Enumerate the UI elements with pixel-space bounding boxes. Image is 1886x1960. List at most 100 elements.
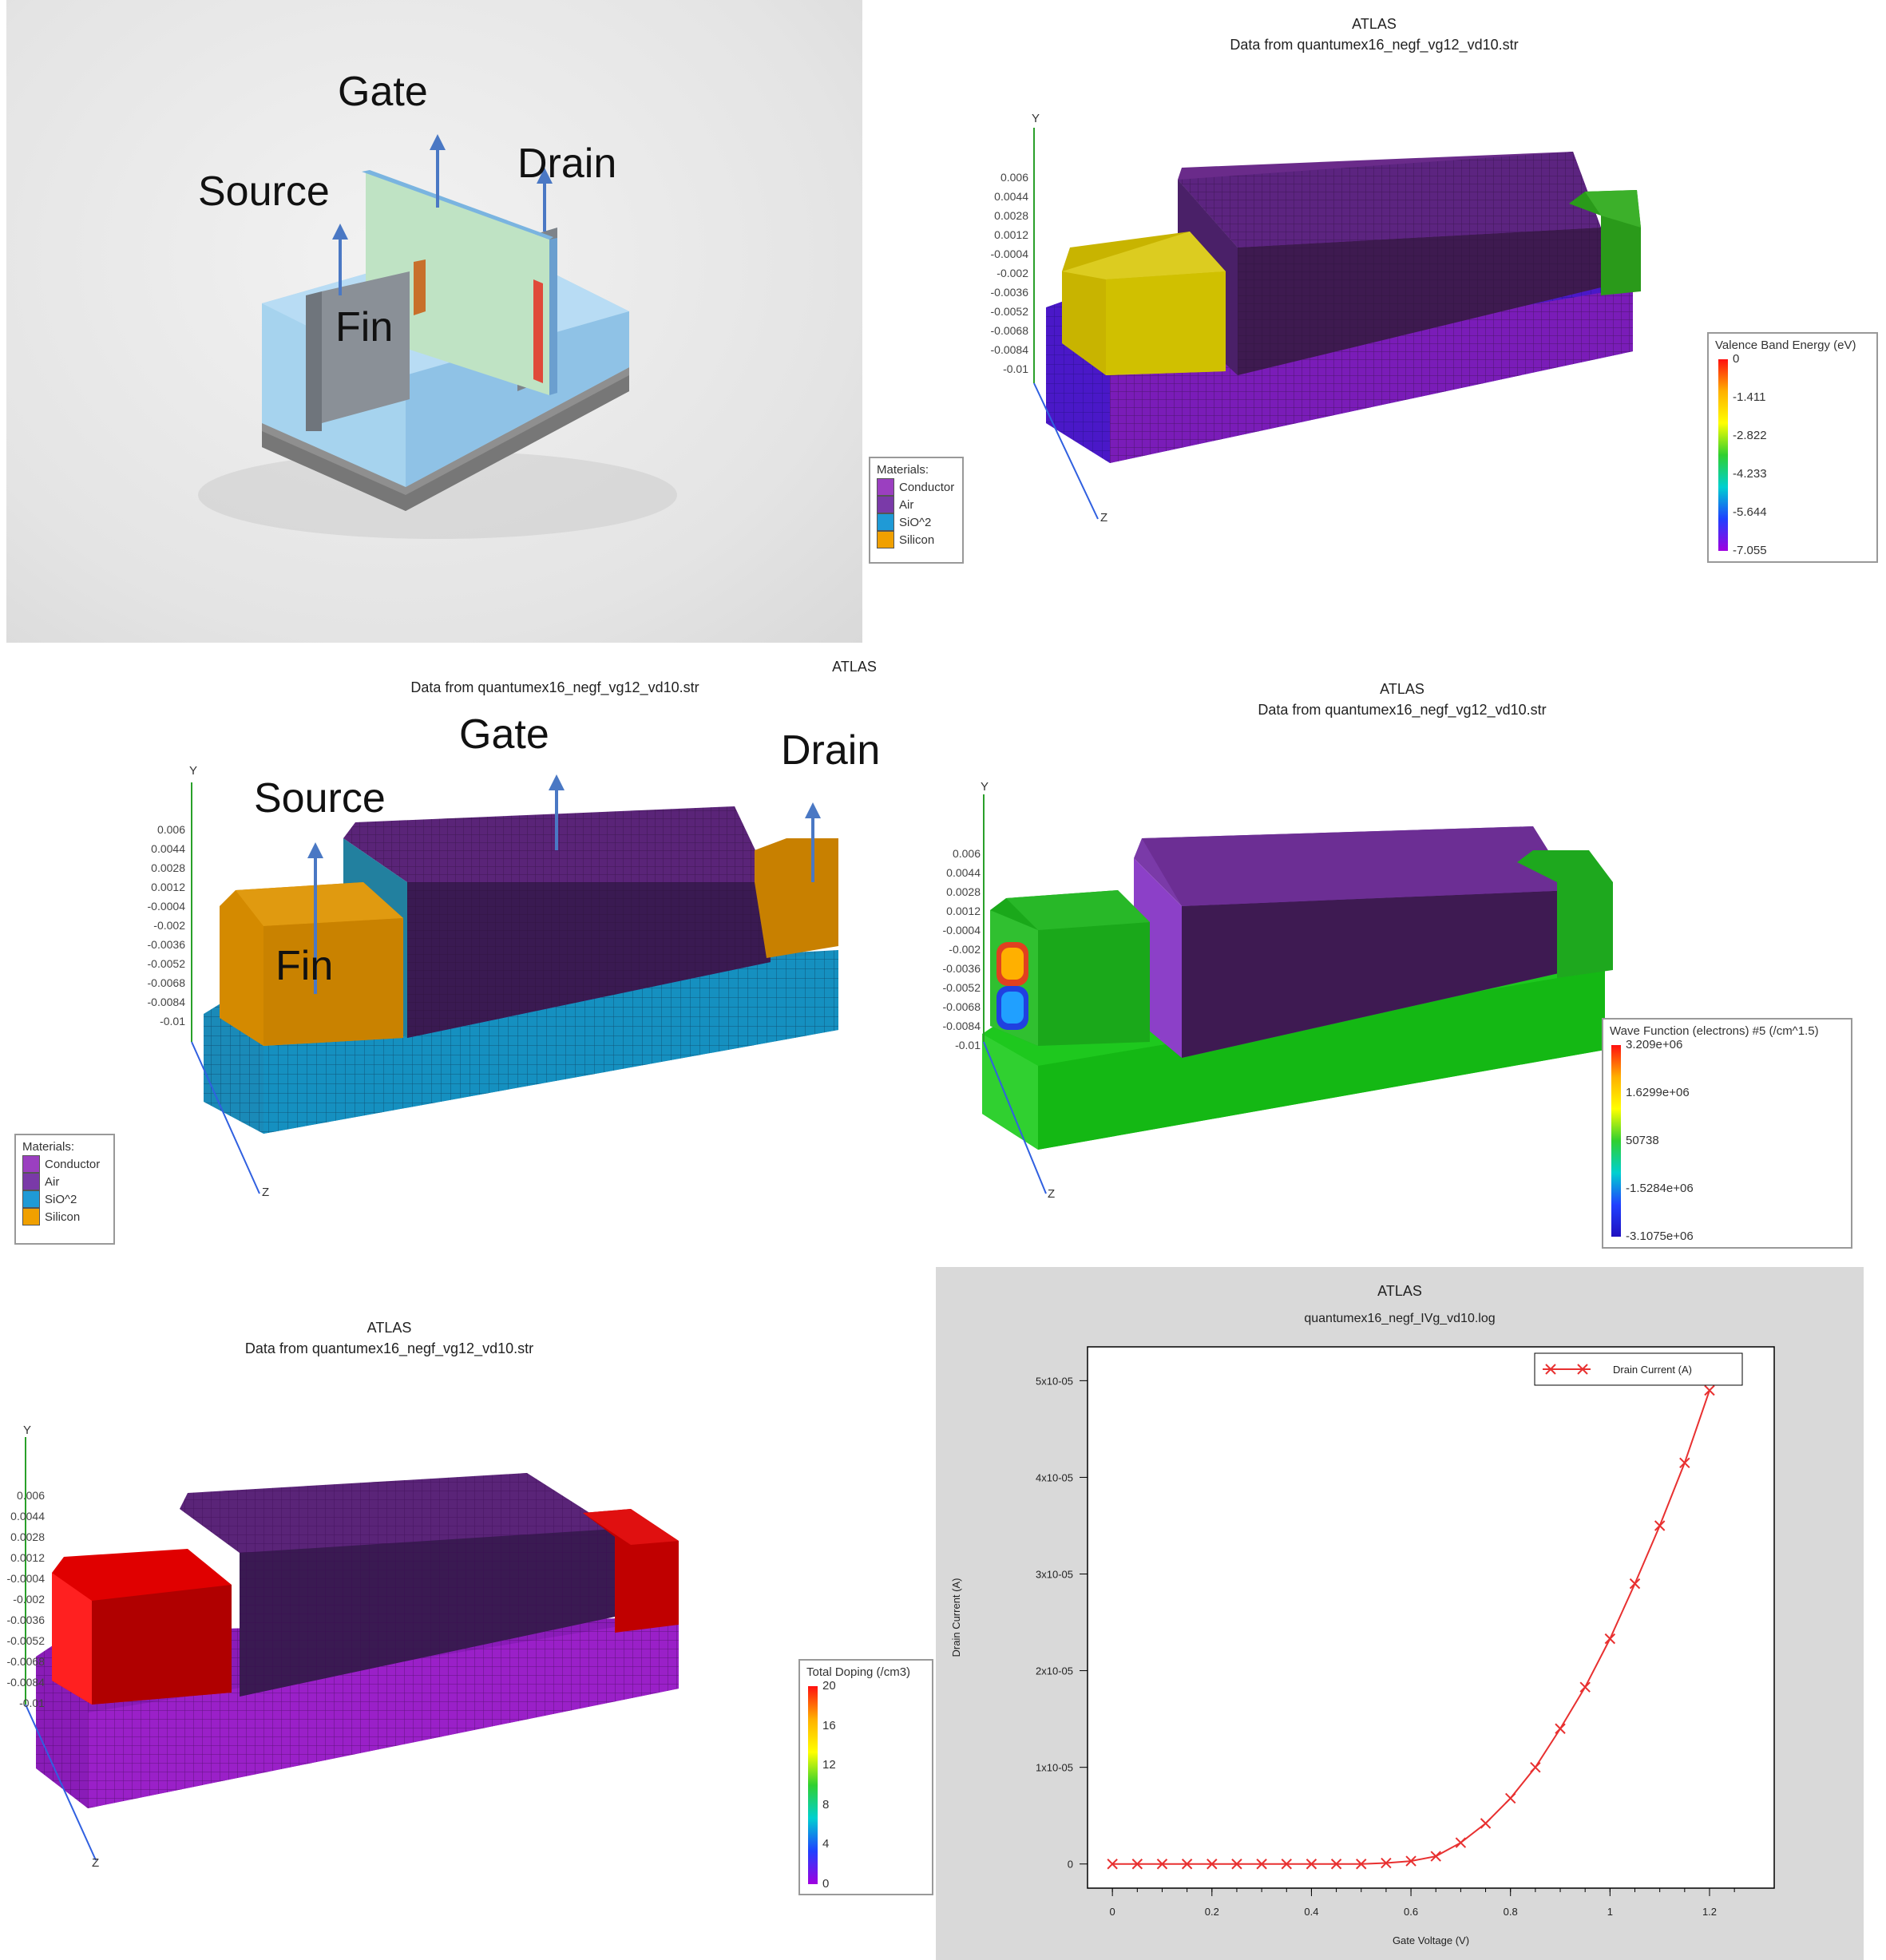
y-tick-label: -0.0084 [990,343,1028,356]
panel-title: ATLAS [367,1320,412,1336]
valence-band-panel: ATLAS Data from quantumex16_negf_vg12_vd… [862,0,1886,575]
material-label: Air [45,1174,60,1189]
y-tick-label: -0.0052 [147,957,185,970]
panel-subtitle: Data from quantumex16_negf_vg12_vd10.str [244,1340,534,1356]
y-tick-label: -0.01 [1003,362,1028,375]
legend-marker [1545,1364,1588,1375]
y-tick-label: -0.002 [996,267,1028,279]
x-tick-label: 0.6 [1404,1906,1418,1918]
colorbar-title: Wave Function (electrons) #5 (/cm^1.5) [1610,1024,1819,1038]
data-point-marker [1704,1384,1715,1396]
data-point-marker [1356,1859,1367,1870]
data-point-marker [1555,1723,1566,1734]
material-label: Conductor [45,1157,101,1171]
y-tick-label: -0.01 [955,1039,981,1051]
wavefunction-3d-structure [982,794,1613,1194]
doping-panel: ATLAS Data from quantumex16_negf_vg12_vd… [0,1297,934,1960]
colorbar-tick-label: -1.411 [1733,390,1766,404]
materials-legend-title: Materials: [877,463,929,477]
colorbar-title: Total Doping (/cm3) [806,1665,911,1679]
colorbar-tick-label: -7.055 [1733,544,1767,557]
colorbar-tick-label: 3.209e+06 [1626,1038,1683,1051]
y-tick-label: 1x10-05 [1036,1762,1073,1774]
y-tick-label: -0.002 [13,1593,45,1606]
data-point-marker [1281,1859,1292,1870]
colorbar-tick-label: -4.233 [1733,467,1767,481]
valence-y-ticks: 0.006 0.0044 0.0028 0.0012 -0.0004 -0.002 -0.0… [965,168,1028,378]
data-point-marker [1679,1457,1690,1468]
z-axis [1033,382,1099,520]
material-swatch [22,1190,40,1208]
material-swatch [877,513,894,531]
material-swatch [22,1155,40,1173]
z-axis-label: Z [92,1856,100,1870]
doping-3d-structure [25,1437,679,1861]
data-point-marker [1131,1859,1143,1870]
data-point-marker [1330,1859,1342,1870]
y-tick-label: 0.006 [1000,171,1028,184]
y-tick-label: -0.002 [153,919,185,932]
material-label: SiO^2 [45,1192,77,1206]
x-tick-label: 0 [1110,1906,1115,1918]
colorbar-gradient [808,1686,818,1884]
y-tick-label: -0.0052 [942,981,981,994]
drain-label: Drain [781,727,881,774]
y-tick-label: 0.0028 [994,209,1028,222]
y-tick-label: -0.0052 [990,305,1028,318]
y-tick-label: 0.006 [952,847,981,860]
colorbar-tick-label: 16 [822,1718,836,1732]
colorbar-tick-label: 4 [822,1837,830,1851]
fin-label: Fin [275,943,334,989]
z-axis-label: Z [262,1186,270,1199]
data-point-marker [1306,1859,1317,1870]
y-tick-label: -0.0052 [6,1634,45,1647]
material-label: Conductor [899,480,955,494]
y-tick-label: 0.0028 [946,885,981,898]
y-tick-label: -0.0036 [942,962,981,975]
y-tick-label: -0.0004 [6,1572,45,1585]
y-tick-label: -0.01 [160,1015,185,1028]
colorbar-tick-label: 8 [822,1797,830,1812]
material-legend-item: Silicon [16,1208,113,1225]
valence-3d-structure [1033,128,1641,520]
y-tick-label: -0.0036 [990,286,1028,299]
data-point-marker [1156,1859,1168,1870]
colorbar-tick-label: -2.822 [1733,429,1767,442]
y-tick-label: 0.0044 [946,866,981,879]
material-swatch [877,478,894,496]
doping-y-ticks: 0.006 0.0044 0.0028 0.0012 -0.0004 -0.002 -0.0… [0,1485,45,1713]
gate-plate [366,172,549,395]
y-tick-label: -0.0068 [147,976,185,989]
fin-red [533,279,543,383]
data-point-marker [1206,1859,1218,1870]
iv-chart-panel: ATLAS quantumex16_negf_IVg_vd10.log 0 0.2… [936,1267,1864,1960]
data-point-marker [1107,1859,1118,1870]
y-tick-label: -0.0004 [990,247,1028,260]
y-tick-label: -0.01 [19,1697,45,1709]
material-label: Silicon [899,533,935,547]
y-tick-label: 0.0012 [10,1551,45,1564]
y-tick-label: 0.0012 [946,905,981,917]
doping-colorbar-legend: Total Doping (/cm3) 20 16 12 8 4 0 [798,1659,933,1895]
colorbar-gradient [1611,1045,1621,1237]
y-tick-label: 0.0028 [10,1530,45,1543]
y-tick-label: -0.0036 [147,938,185,951]
chart-title: ATLAS [1377,1283,1422,1299]
z-axis-label: Z [1100,511,1108,525]
z-axis [25,1704,97,1861]
y-tick-label: 2x10-05 [1036,1665,1073,1677]
panel-title: ATLAS [832,659,877,675]
wavefunction-panel: ATLAS Data from quantumex16_negf_vg12_vd… [918,667,1886,1257]
x-tick-label: 1 [1607,1906,1613,1918]
gate-label: Gate [338,69,428,115]
y-axis-label: Y [981,780,989,794]
z-axis [983,1041,1047,1194]
material-label: Air [899,497,914,512]
y-tick-label: 0.0012 [994,228,1028,241]
colorbar-tick-label: 0 [822,1877,830,1891]
colorbar-gradient [1718,359,1728,551]
y-axis-label: Y [189,764,198,778]
y-tick-label: 0.0044 [994,190,1028,203]
plot-area [1087,1346,1775,1889]
colorbar-title: Valence Band Energy (eV) [1715,339,1856,352]
